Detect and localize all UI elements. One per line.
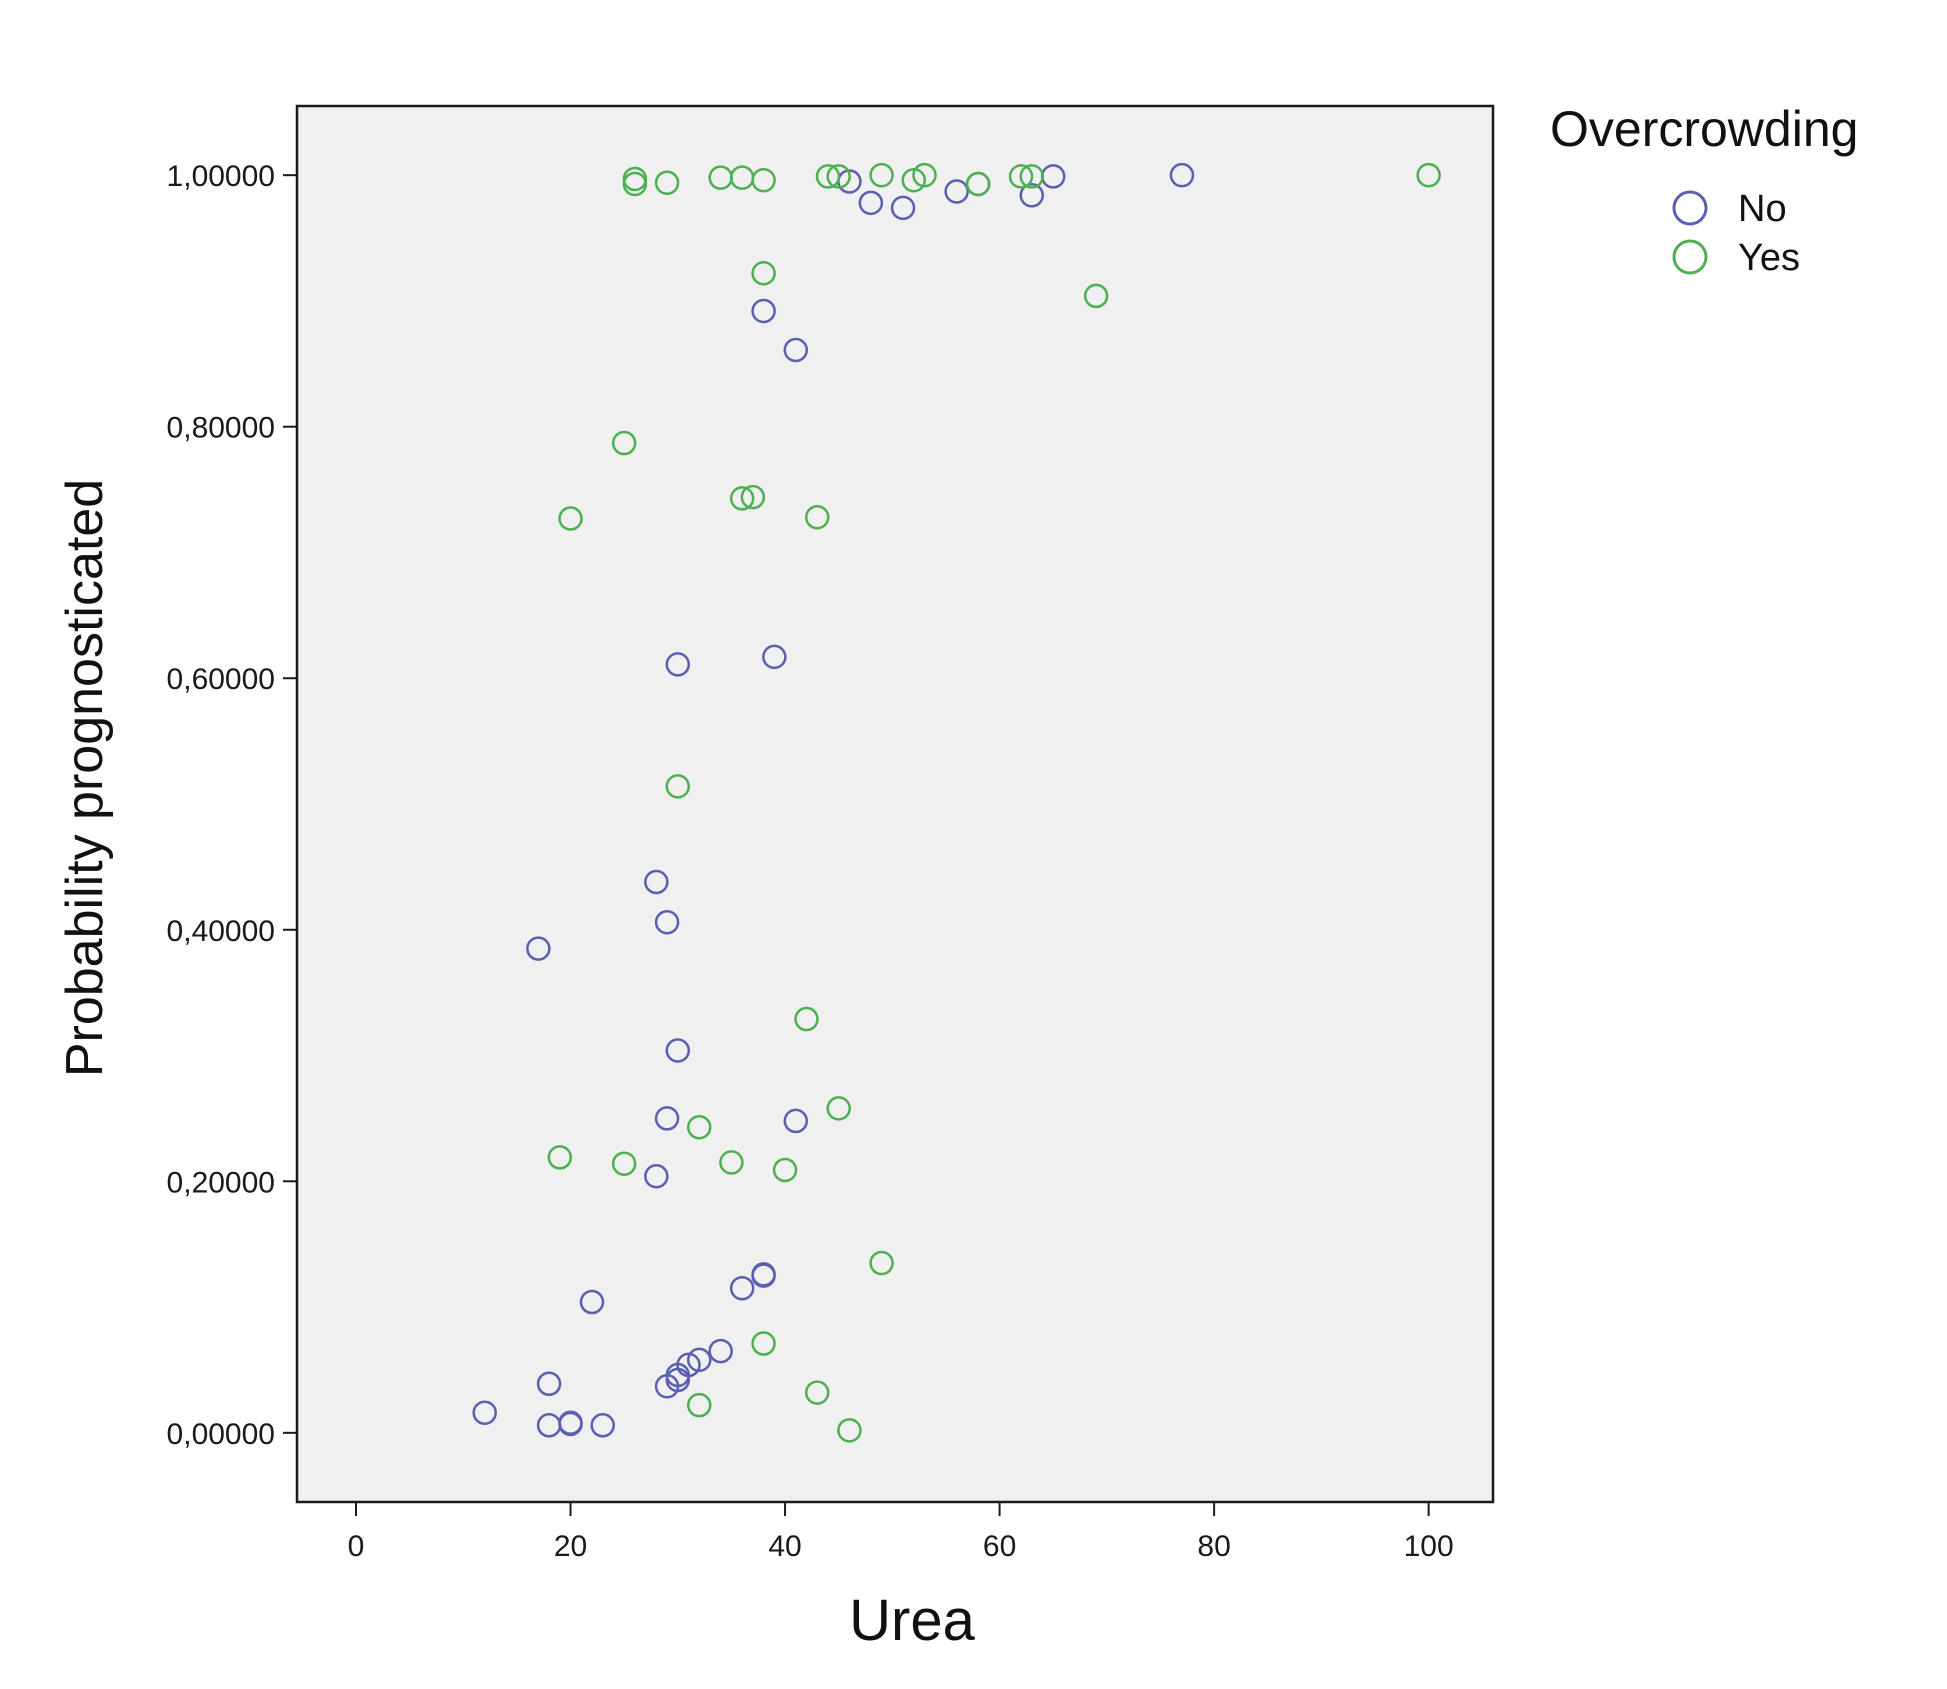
legend-marker-no [1672, 190, 1708, 226]
data-point-no [526, 936, 551, 961]
data-points [472, 162, 1441, 1443]
data-point-yes [1008, 164, 1034, 189]
data-point-no [590, 1413, 615, 1438]
data-point-no [708, 1338, 733, 1364]
data-point-no [665, 1038, 691, 1063]
data-point-no [579, 1289, 605, 1315]
data-point-no [762, 644, 787, 670]
data-point-yes [804, 505, 830, 530]
data-point-yes [751, 261, 776, 286]
data-point-yes [869, 162, 894, 188]
data-point-no [665, 652, 691, 677]
data-point-yes [686, 1114, 712, 1140]
x-tick-label: 100 [1404, 1530, 1454, 1563]
data-point-yes [1019, 164, 1045, 189]
data-point-yes [751, 167, 776, 193]
data-point-yes [804, 1380, 830, 1405]
y-axis: 0,00000 0,20000 0,40000 0,60000 0,80000 1,000… [167, 160, 297, 1451]
y-axis-title: Probability prognosticated [56, 479, 114, 1077]
data-point-yes [751, 1331, 776, 1356]
data-point-no [1019, 183, 1045, 208]
data-point-no [944, 179, 969, 204]
data-point-no [890, 195, 916, 221]
data-point-yes [558, 506, 583, 531]
legend: Overcrowding No Yes [1550, 101, 1858, 279]
data-point-yes [622, 166, 648, 192]
data-point-yes [665, 774, 691, 799]
data-point-yes [1083, 283, 1109, 309]
data-point-yes [547, 1145, 573, 1170]
y-tick-label: 0,20000 [167, 1166, 275, 1199]
data-point-yes [912, 162, 937, 188]
data-point-yes [654, 170, 680, 195]
data-point-no [751, 1262, 776, 1287]
data-point-yes [826, 164, 851, 189]
legend-title: Overcrowding [1550, 101, 1858, 157]
data-point-yes [611, 430, 637, 456]
data-point-yes [686, 1392, 712, 1418]
y-tick-label: 0,40000 [167, 915, 275, 948]
data-point-no [536, 1371, 562, 1397]
data-point-no [654, 909, 680, 935]
data-point-yes [1416, 162, 1441, 188]
data-point-no [783, 337, 809, 363]
data-point-no [783, 1108, 809, 1134]
y-tick-label: 1,00000 [167, 160, 275, 193]
data-point-no [729, 1275, 755, 1301]
data-point-no [654, 1106, 680, 1131]
x-tick-label: 60 [983, 1530, 1016, 1563]
data-point-no [644, 1164, 669, 1189]
x-axis: 0 20 40 60 80 100 [348, 1502, 1454, 1563]
data-point-yes [740, 484, 766, 510]
data-point-yes [869, 1250, 894, 1276]
series-yes [547, 162, 1441, 1443]
data-point-no [751, 298, 776, 324]
data-point-yes [837, 1418, 862, 1443]
data-point-yes [729, 486, 755, 511]
data-point-yes [965, 171, 991, 197]
data-point-yes [611, 1151, 637, 1176]
data-point-yes [719, 1150, 744, 1175]
data-point-yes [826, 1096, 851, 1121]
data-point-yes [772, 1157, 798, 1183]
data-point-no [686, 1347, 712, 1373]
legend-label-yes: Yes [1738, 237, 1800, 279]
legend-marker-yes [1672, 239, 1708, 275]
data-point-no [558, 1410, 583, 1436]
y-tick-label: 0,00000 [167, 1418, 275, 1451]
series-no [472, 162, 1195, 1438]
x-tick-label: 20 [554, 1530, 587, 1563]
data-point-yes [794, 1006, 819, 1032]
x-axis-title: Urea [849, 1588, 975, 1653]
x-tick-label: 80 [1197, 1530, 1230, 1563]
legend-label-no: No [1738, 188, 1787, 230]
plot-area [295, 104, 1495, 1504]
y-tick-label: 0,80000 [167, 412, 275, 445]
y-tick-label: 0,60000 [167, 663, 275, 696]
x-tick-label: 0 [348, 1530, 365, 1563]
data-point-yes [901, 167, 927, 193]
data-point-no [1169, 162, 1195, 188]
x-tick-label: 40 [768, 1530, 801, 1563]
data-point-no [644, 869, 669, 895]
data-point-yes [815, 164, 841, 189]
data-point-no [858, 190, 884, 216]
data-point-no [472, 1400, 497, 1425]
data-point-no [676, 1352, 701, 1378]
